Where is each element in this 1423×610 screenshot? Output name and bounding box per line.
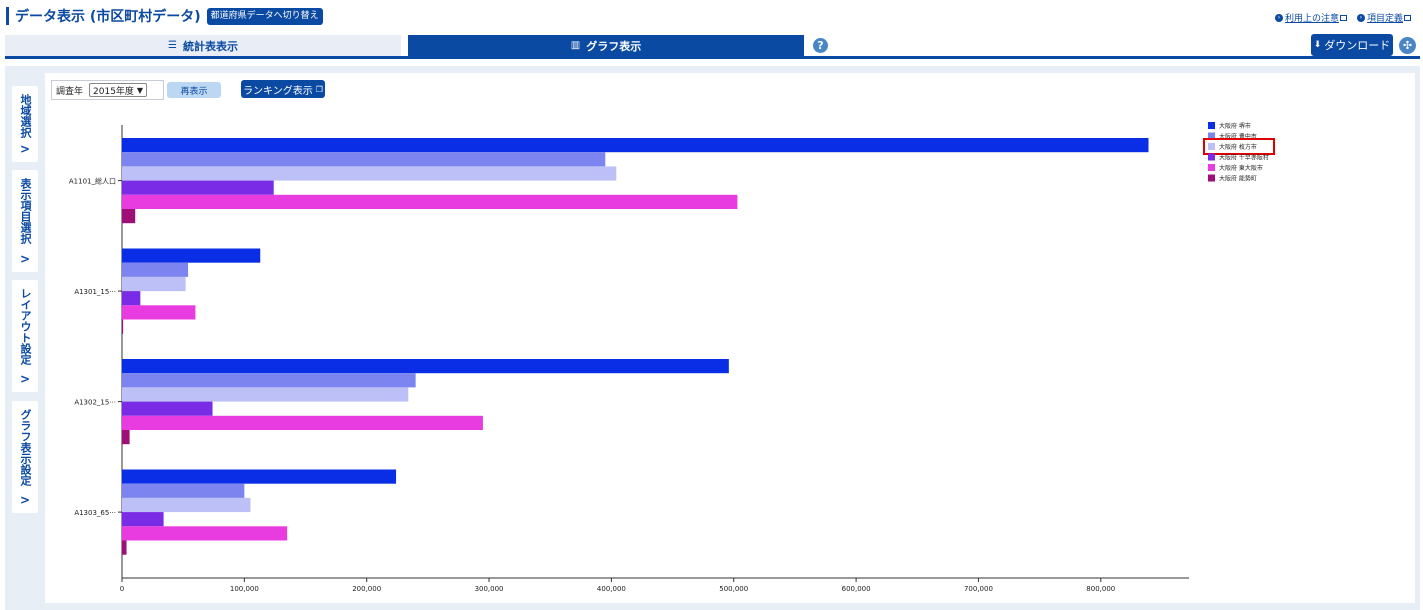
x-tick-label: 600,000: [842, 585, 871, 593]
help-icon[interactable]: ?: [813, 38, 828, 53]
view-tabs: ☰ 統計表表示 ▥ グラフ表示 ? ⬇ ダウンロード ✣: [5, 34, 1420, 59]
item-definition-label: 項目定義: [1366, 14, 1403, 24]
side-tab-graph-settings[interactable]: グラフ表示設定 >: [12, 401, 38, 513]
download-button[interactable]: ⬇ ダウンロード: [1311, 34, 1393, 56]
y-tick-label: A1301_15···: [74, 288, 116, 296]
chart-bar[interactable]: [122, 276, 186, 292]
title-accent-bar: [6, 7, 9, 25]
list-icon: ☰: [168, 40, 177, 51]
chart-bar[interactable]: [122, 248, 261, 263]
y-tick-label: A1303_65···: [74, 509, 116, 517]
chart-bar[interactable]: [122, 373, 416, 388]
legend-swatch[interactable]: [1208, 164, 1215, 171]
chevron-right-icon: >: [19, 252, 31, 266]
legend-label[interactable]: 大阪府 枚方市: [1219, 143, 1257, 151]
chart-bar[interactable]: [122, 387, 409, 402]
page-title: データ表示 (市区町村データ): [15, 9, 201, 25]
survey-year-select[interactable]: 2015年度 ▼: [89, 83, 148, 97]
usage-notes-label: 利用上の注意: [1284, 14, 1339, 24]
item-definition-link[interactable]: › 項目定義: [1356, 11, 1411, 24]
legend-label[interactable]: 大阪府 豊中市: [1219, 133, 1257, 141]
chart-bar[interactable]: [122, 194, 738, 209]
chevron-right-icon: >: [19, 142, 31, 156]
chart-bar[interactable]: [122, 415, 483, 430]
side-tab-label: グラフ表示設定: [19, 409, 32, 486]
usage-notes-link[interactable]: › 利用上の注意: [1274, 11, 1347, 24]
legend-label[interactable]: 大阪府 能勢町: [1219, 175, 1257, 183]
chart-area: A1101_総人口 A1301_15··· A1302_15··· A1303_65·…: [45, 73, 1415, 603]
bar-chart-icon: ▥: [570, 40, 581, 51]
x-tick-label: 400,000: [597, 585, 626, 593]
legend-swatch[interactable]: [1208, 174, 1215, 182]
chart-bar[interactable]: [122, 469, 397, 484]
chart-bar[interactable]: [122, 483, 245, 498]
chart-bar[interactable]: [122, 152, 606, 167]
download-label: ダウンロード: [1324, 39, 1391, 52]
legend-swatch[interactable]: [1208, 132, 1215, 140]
chart-bar[interactable]: [122, 319, 124, 334]
legend-swatch[interactable]: [1208, 122, 1215, 129]
legend-swatch[interactable]: [1208, 153, 1215, 161]
legend-swatch[interactable]: [1208, 143, 1215, 150]
survey-year-value: 2015年度: [93, 86, 134, 97]
x-tick-label: 700,000: [964, 585, 993, 593]
survey-year-label: 調査年: [56, 86, 84, 97]
side-tab-label: 地域選択: [19, 94, 32, 138]
switch-prefecture-button[interactable]: 都道府県データへ切り替え: [206, 7, 323, 25]
chevron-right-icon: >: [19, 372, 31, 386]
new-window-icon: ❐: [315, 84, 323, 94]
x-tick-label: 800,000: [1086, 585, 1115, 593]
chevron-right-icon: >: [19, 493, 31, 507]
chart-bar[interactable]: [122, 138, 1149, 153]
arrow-circle-icon: ›: [1274, 13, 1283, 22]
legend-label[interactable]: 大阪府 堺市: [1219, 122, 1251, 130]
side-tab-item-select[interactable]: 表示項目選択 >: [12, 170, 38, 272]
graph-panel: 地域選択 > 表示項目選択 > レイアウト設定 > グラフ表示設定 > A110…: [5, 66, 1420, 610]
chart-bar[interactable]: [122, 526, 288, 541]
chart-bar[interactable]: [122, 305, 196, 320]
chart-bar[interactable]: [122, 540, 127, 555]
tab-table-view[interactable]: ☰ 統計表表示: [5, 35, 401, 56]
side-tab-region-select[interactable]: 地域選択 >: [12, 86, 38, 162]
legend-label[interactable]: 大阪府 東大阪市: [1219, 164, 1263, 172]
x-tick-label: 0: [120, 585, 124, 593]
ranking-label: ランキング表示: [243, 85, 313, 97]
chart-bar[interactable]: [122, 430, 130, 445]
bar-chart: A1101_総人口 A1301_15··· A1302_15··· A1303_65·…: [69, 122, 1275, 593]
x-tick-label: 200,000: [352, 585, 381, 593]
chevron-down-icon: ▼: [136, 85, 144, 95]
chart-bar[interactable]: [122, 166, 617, 181]
new-window-icon: [1404, 14, 1411, 21]
side-tab-label: レイアウト設定: [19, 288, 32, 365]
redisplay-button[interactable]: 再表示: [167, 82, 221, 98]
tab-graph-view[interactable]: ▥ グラフ表示: [408, 35, 804, 56]
arrow-circle-icon: ›: [1356, 13, 1365, 22]
x-tick-label: 300,000: [475, 585, 504, 593]
tab-graph-label: グラフ表示: [586, 39, 642, 53]
chart-bar[interactable]: [122, 291, 141, 306]
new-window-icon: [1339, 14, 1347, 21]
chart-bar[interactable]: [122, 512, 164, 527]
x-tick-label: 100,000: [230, 585, 259, 593]
y-tick-label: A1302_15···: [74, 399, 116, 407]
download-icon: ⬇: [1313, 40, 1322, 50]
chart-bar[interactable]: [122, 180, 274, 195]
y-tick-label: A1101_総人口: [69, 177, 116, 186]
x-tick-label: 500,000: [719, 585, 748, 593]
chart-bar[interactable]: [122, 359, 729, 374]
top-links: › 利用上の注意 › 項目定義: [1274, 11, 1411, 24]
side-tab-label: 表示項目選択: [19, 178, 32, 244]
side-tab-layout-settings[interactable]: レイアウト設定 >: [12, 280, 38, 392]
expand-icon[interactable]: ✣: [1399, 37, 1416, 54]
tab-table-label: 統計表表示: [182, 39, 238, 53]
ranking-button[interactable]: ランキング表示 ❐: [241, 80, 325, 98]
legend-highlight-box: [1203, 138, 1275, 155]
page-header: データ表示 (市区町村データ) 都道府県データへ切り替え: [6, 6, 323, 26]
chart-bar[interactable]: [122, 209, 136, 224]
chart-bar[interactable]: [122, 262, 189, 277]
survey-year-control: 調査年 2015年度 ▼: [51, 80, 164, 100]
legend-label[interactable]: 大阪府 千早赤阪村: [1219, 154, 1269, 162]
chart-bar[interactable]: [122, 497, 251, 513]
chart-bar[interactable]: [122, 401, 213, 416]
